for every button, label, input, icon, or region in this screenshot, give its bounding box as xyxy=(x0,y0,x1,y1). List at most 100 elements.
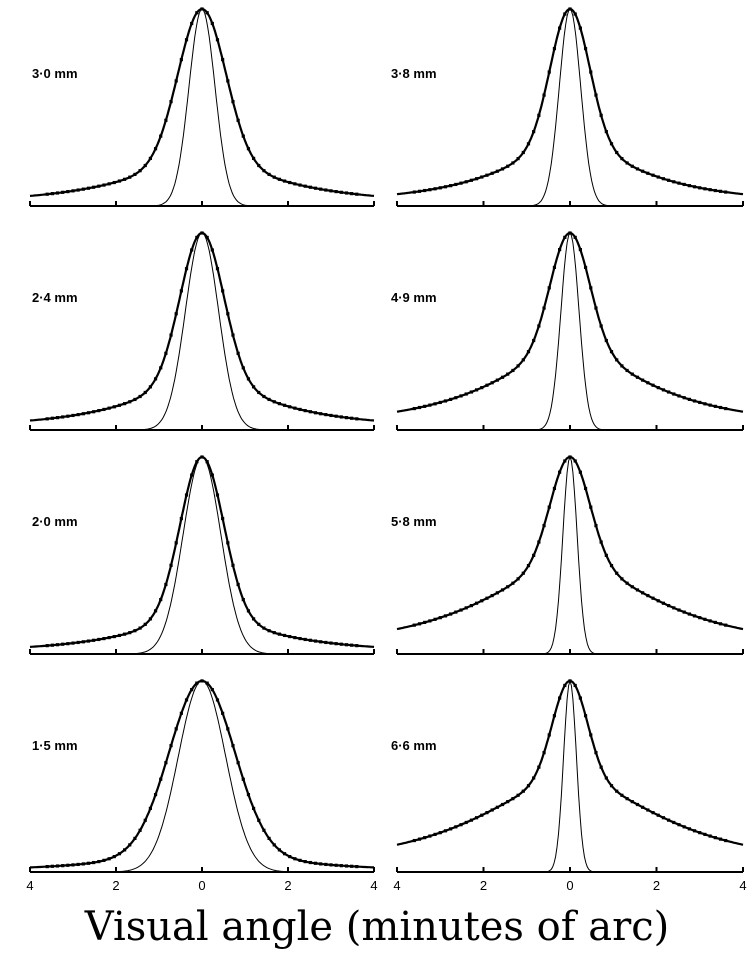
measured-point xyxy=(308,860,312,865)
measured-point xyxy=(200,455,204,459)
measured-point xyxy=(215,493,220,497)
measured-point xyxy=(138,626,142,630)
measured-point xyxy=(604,130,608,134)
measured-point xyxy=(469,390,473,394)
measured-point xyxy=(298,858,302,862)
measured-point xyxy=(174,79,178,83)
measured-point xyxy=(159,134,163,138)
measured-point xyxy=(344,643,349,647)
diffraction-curve xyxy=(397,455,743,655)
measured-point xyxy=(86,639,91,643)
measured-point xyxy=(641,378,645,382)
measured-point xyxy=(449,397,453,401)
measured-point xyxy=(257,390,261,395)
measured-point xyxy=(500,167,505,171)
measured-point xyxy=(195,681,199,685)
measured-point xyxy=(71,189,75,193)
measured-point xyxy=(506,585,510,589)
measured-point xyxy=(169,563,173,567)
measured-point xyxy=(532,338,536,343)
measured-point xyxy=(257,818,261,822)
measured-point xyxy=(724,406,728,411)
measured-point xyxy=(511,161,515,165)
measured-point xyxy=(45,417,49,421)
measured-point xyxy=(438,616,442,620)
measured-point xyxy=(303,409,307,413)
measured-point xyxy=(687,827,691,831)
measured-point xyxy=(195,11,199,15)
measured-point xyxy=(50,192,54,196)
measured-point xyxy=(594,306,598,310)
measured-point xyxy=(179,58,183,62)
measured-point xyxy=(454,825,458,829)
measured-point xyxy=(537,540,541,544)
measured-point xyxy=(464,820,468,825)
measured-point xyxy=(282,179,287,183)
measured-point xyxy=(66,642,70,646)
measured-point xyxy=(594,93,598,97)
measured-curve xyxy=(396,231,744,413)
measured-point xyxy=(506,164,510,168)
measured-point xyxy=(334,863,338,867)
measured-point xyxy=(635,375,640,379)
measured-point xyxy=(604,776,608,780)
measured-point xyxy=(215,698,220,702)
measured-point xyxy=(713,620,717,625)
measured-point xyxy=(298,183,302,187)
measured-point xyxy=(355,864,359,869)
measured-point xyxy=(231,744,235,748)
measured-point xyxy=(703,832,707,837)
measured-point xyxy=(433,832,437,837)
measured-point xyxy=(490,808,494,812)
measured-point xyxy=(480,386,484,390)
measured-point xyxy=(184,698,189,702)
measured-curve xyxy=(29,231,375,422)
x-tick-label: 4 xyxy=(26,878,33,893)
measured-point xyxy=(241,598,245,602)
measured-point xyxy=(646,593,650,598)
panel-label: 4·9 mm xyxy=(391,290,437,305)
measured-point xyxy=(66,863,70,867)
measured-point xyxy=(262,828,266,832)
measured-point xyxy=(350,643,354,647)
measured-point xyxy=(480,813,484,817)
measured-curve xyxy=(29,455,375,648)
measured-point xyxy=(417,405,422,410)
measured-point xyxy=(148,617,152,621)
measured-point xyxy=(449,612,453,616)
measured-point xyxy=(221,289,225,293)
measured-point xyxy=(102,183,106,187)
measured-point xyxy=(583,265,588,270)
measured-point xyxy=(148,806,152,810)
measured-point xyxy=(55,191,60,195)
measured-point xyxy=(231,563,235,567)
measured-point xyxy=(153,793,158,797)
measured-point xyxy=(159,777,163,781)
measured-point xyxy=(339,190,343,194)
measured-point xyxy=(92,410,96,414)
psf-panel: 1·5 mm 4 2 0 2 4 xyxy=(26,679,378,893)
measured-point xyxy=(267,397,271,402)
measured-point xyxy=(537,113,541,117)
measured-point xyxy=(599,540,603,544)
x-tick-label: 0 xyxy=(198,878,205,893)
measured-point xyxy=(609,564,614,568)
measured-point xyxy=(521,789,525,793)
measured-point xyxy=(143,390,147,395)
measured-point xyxy=(423,620,427,625)
measured-point xyxy=(153,609,158,613)
measured-point xyxy=(277,632,281,636)
measured-point xyxy=(459,181,463,185)
measured-point xyxy=(604,553,608,557)
measured-point xyxy=(293,406,297,410)
measured-point xyxy=(123,402,127,406)
measured-point xyxy=(81,862,85,866)
measured-point xyxy=(272,400,276,404)
measured-point xyxy=(257,622,261,626)
measured-point xyxy=(547,733,551,737)
measured-point xyxy=(594,751,598,755)
measured-point xyxy=(329,189,333,193)
measured-point xyxy=(221,58,225,62)
measured-point xyxy=(469,178,473,182)
measured-point xyxy=(210,473,214,477)
